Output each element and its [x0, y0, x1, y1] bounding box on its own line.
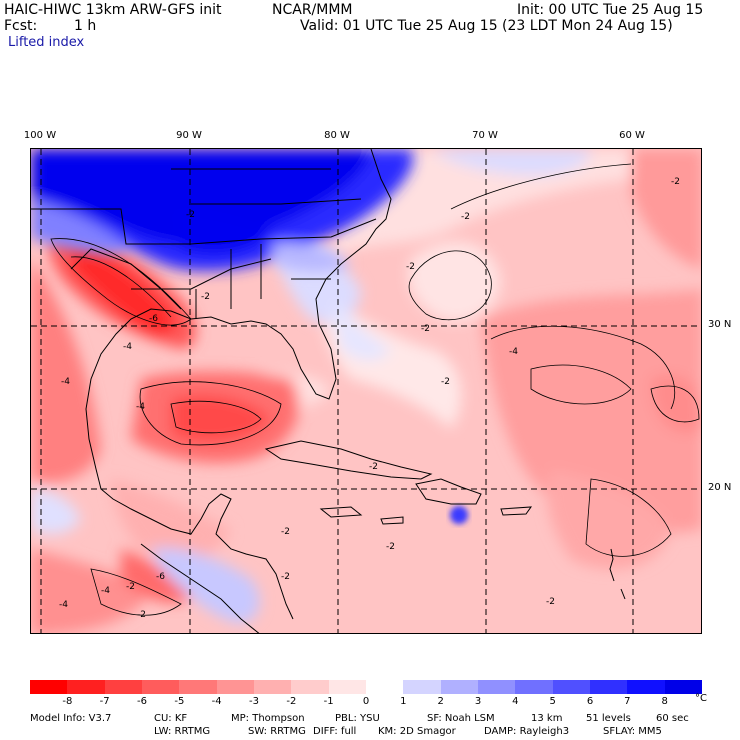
colorbar-tick-label: -5 [174, 696, 185, 707]
lon-label-90w: 90 W [176, 130, 202, 141]
colorbar-swatch [552, 680, 591, 694]
contour-label: -6 [156, 572, 165, 582]
contour-label: -2 [421, 324, 430, 334]
contour-label: -2 [386, 542, 395, 552]
footer-km: KM: 2D Smagor [378, 726, 456, 737]
colorbar-tick-label: 7 [624, 696, 631, 707]
footer-model-info: Model Info: V3.7 [30, 713, 112, 724]
colorbar-tick-label: -2 [286, 696, 297, 707]
colorbar-swatch [179, 680, 218, 694]
contour-label: -2 [186, 210, 195, 220]
colorbar-tick-label: 0 [362, 696, 370, 707]
contour-label: -6 [149, 314, 158, 324]
footer-lw: LW: RRTMG [154, 726, 211, 737]
colorbar-tick-label: -7 [99, 696, 110, 707]
lon-label-80w: 80 W [324, 130, 350, 141]
colorbar-swatch [590, 680, 628, 694]
blue-spot [450, 506, 468, 524]
contour-label: -2 [406, 262, 415, 272]
lat-label-30n: 30 N [708, 319, 732, 330]
footer-sw: SW: RRTMG [248, 726, 306, 737]
colorbar-swatch [403, 680, 442, 694]
colorbar-swatch [328, 680, 367, 694]
colorbar-unit: °C [695, 693, 707, 704]
colorbar-swatch [291, 680, 330, 694]
organization: NCAR/MMM [272, 2, 353, 18]
footer-cu: CU: KF [154, 713, 188, 724]
footer-timestep: 60 sec [656, 713, 689, 724]
contour-label: -4 [123, 342, 132, 352]
colorbar-tick-label: 5 [549, 696, 556, 707]
shading-layer [31, 149, 701, 633]
colorbar-tick-label: 3 [474, 696, 482, 707]
colorbar-swatch [440, 680, 479, 694]
colorbar-swatch [67, 680, 106, 694]
colorbar-tick-label: -6 [137, 696, 147, 707]
lon-label-100w: 100 W [23, 130, 57, 141]
colorbar-tick-label: -3 [249, 696, 259, 707]
colorbar-tick-label: 6 [586, 696, 594, 707]
contour-label: -4 [136, 402, 145, 412]
colorbar-tick-label: -1 [323, 696, 334, 707]
colorbar-swatch [478, 680, 516, 694]
colorbar-swatch [254, 680, 292, 694]
contour-label: -2 [281, 527, 290, 537]
colorbar-swatch [142, 680, 180, 694]
init-time: Init: 00 UTC Tue 25 Aug 15 [517, 2, 704, 18]
contour-lines [50, 163, 700, 616]
colorbar-swatch [216, 680, 255, 694]
contour-label: -2 [201, 292, 210, 302]
field-name: Lifted index [8, 35, 85, 50]
colorbar-tick-label: -4 [211, 696, 222, 707]
model-title: HAIC-HIWC 13km ARW-GFS init [4, 2, 222, 18]
contour-label: -2 [369, 462, 378, 472]
footer-pbl: PBL: YSU [335, 713, 380, 724]
colorbar-swatch [664, 680, 703, 694]
footer-mp: MP: Thompson [231, 713, 305, 724]
contour-label: -4 [509, 347, 518, 357]
colorbar-swatch [30, 680, 68, 694]
lat-lon-grid [31, 149, 701, 633]
contour-label: -2 [546, 597, 555, 607]
footer-diff: DIFF: full [313, 726, 357, 737]
colorbar-swatch [104, 680, 143, 694]
footer-levels: 51 levels [586, 713, 631, 724]
map-canvas: -2 -2 -2 -2 -2 -2 -2 -2 -2 -2 -2 -2 -4 -… [31, 149, 701, 633]
contour-label: -2 [137, 610, 146, 620]
valid-time: Valid: 01 UTC Tue 25 Aug 15 (23 LDT Mon … [300, 18, 673, 34]
lifted-index-map: -2 -2 -2 -2 -2 -2 -2 -2 -2 -2 -2 -2 -4 -… [30, 148, 702, 634]
footer-resolution: 13 km [531, 713, 563, 724]
colorbar-swatch [515, 680, 554, 694]
forecast-hour: 1 h [74, 18, 97, 34]
stable-air-layer [31, 149, 413, 272]
colorbar-tick-label: 8 [661, 696, 668, 707]
contour-label: -2 [461, 212, 470, 222]
colorbar-tick-label: 1 [400, 696, 407, 707]
footer-sflay: SFLAY: MM5 [603, 726, 662, 737]
footer-sf: SF: Noah LSM [427, 713, 495, 724]
footer-damp: DAMP: Rayleigh3 [484, 726, 570, 737]
colorbar-swatch [366, 680, 404, 694]
forecast-label: Fcst: [4, 18, 38, 34]
lon-label-60w: 60 W [619, 130, 645, 141]
contour-label: -2 [671, 177, 680, 187]
colorbar-tick-label: 4 [512, 696, 519, 707]
contour-label: -2 [126, 582, 135, 592]
contour-label: -4 [101, 586, 110, 596]
colorbar-tick-label: -8 [62, 696, 73, 707]
lon-label-70w: 70 W [472, 130, 498, 141]
colorbar-swatch [627, 680, 666, 694]
colorbar-tick-label: 2 [437, 696, 444, 707]
lat-label-20n: 20 N [708, 482, 732, 493]
contour-label-group: -2 -2 -2 -2 -2 -2 -2 -2 -2 -2 -2 -2 -4 -… [59, 177, 680, 620]
contour-label: -2 [441, 377, 450, 387]
contour-label: -4 [59, 600, 68, 610]
contour-label: -2 [281, 572, 290, 582]
contour-label: -4 [61, 377, 70, 387]
